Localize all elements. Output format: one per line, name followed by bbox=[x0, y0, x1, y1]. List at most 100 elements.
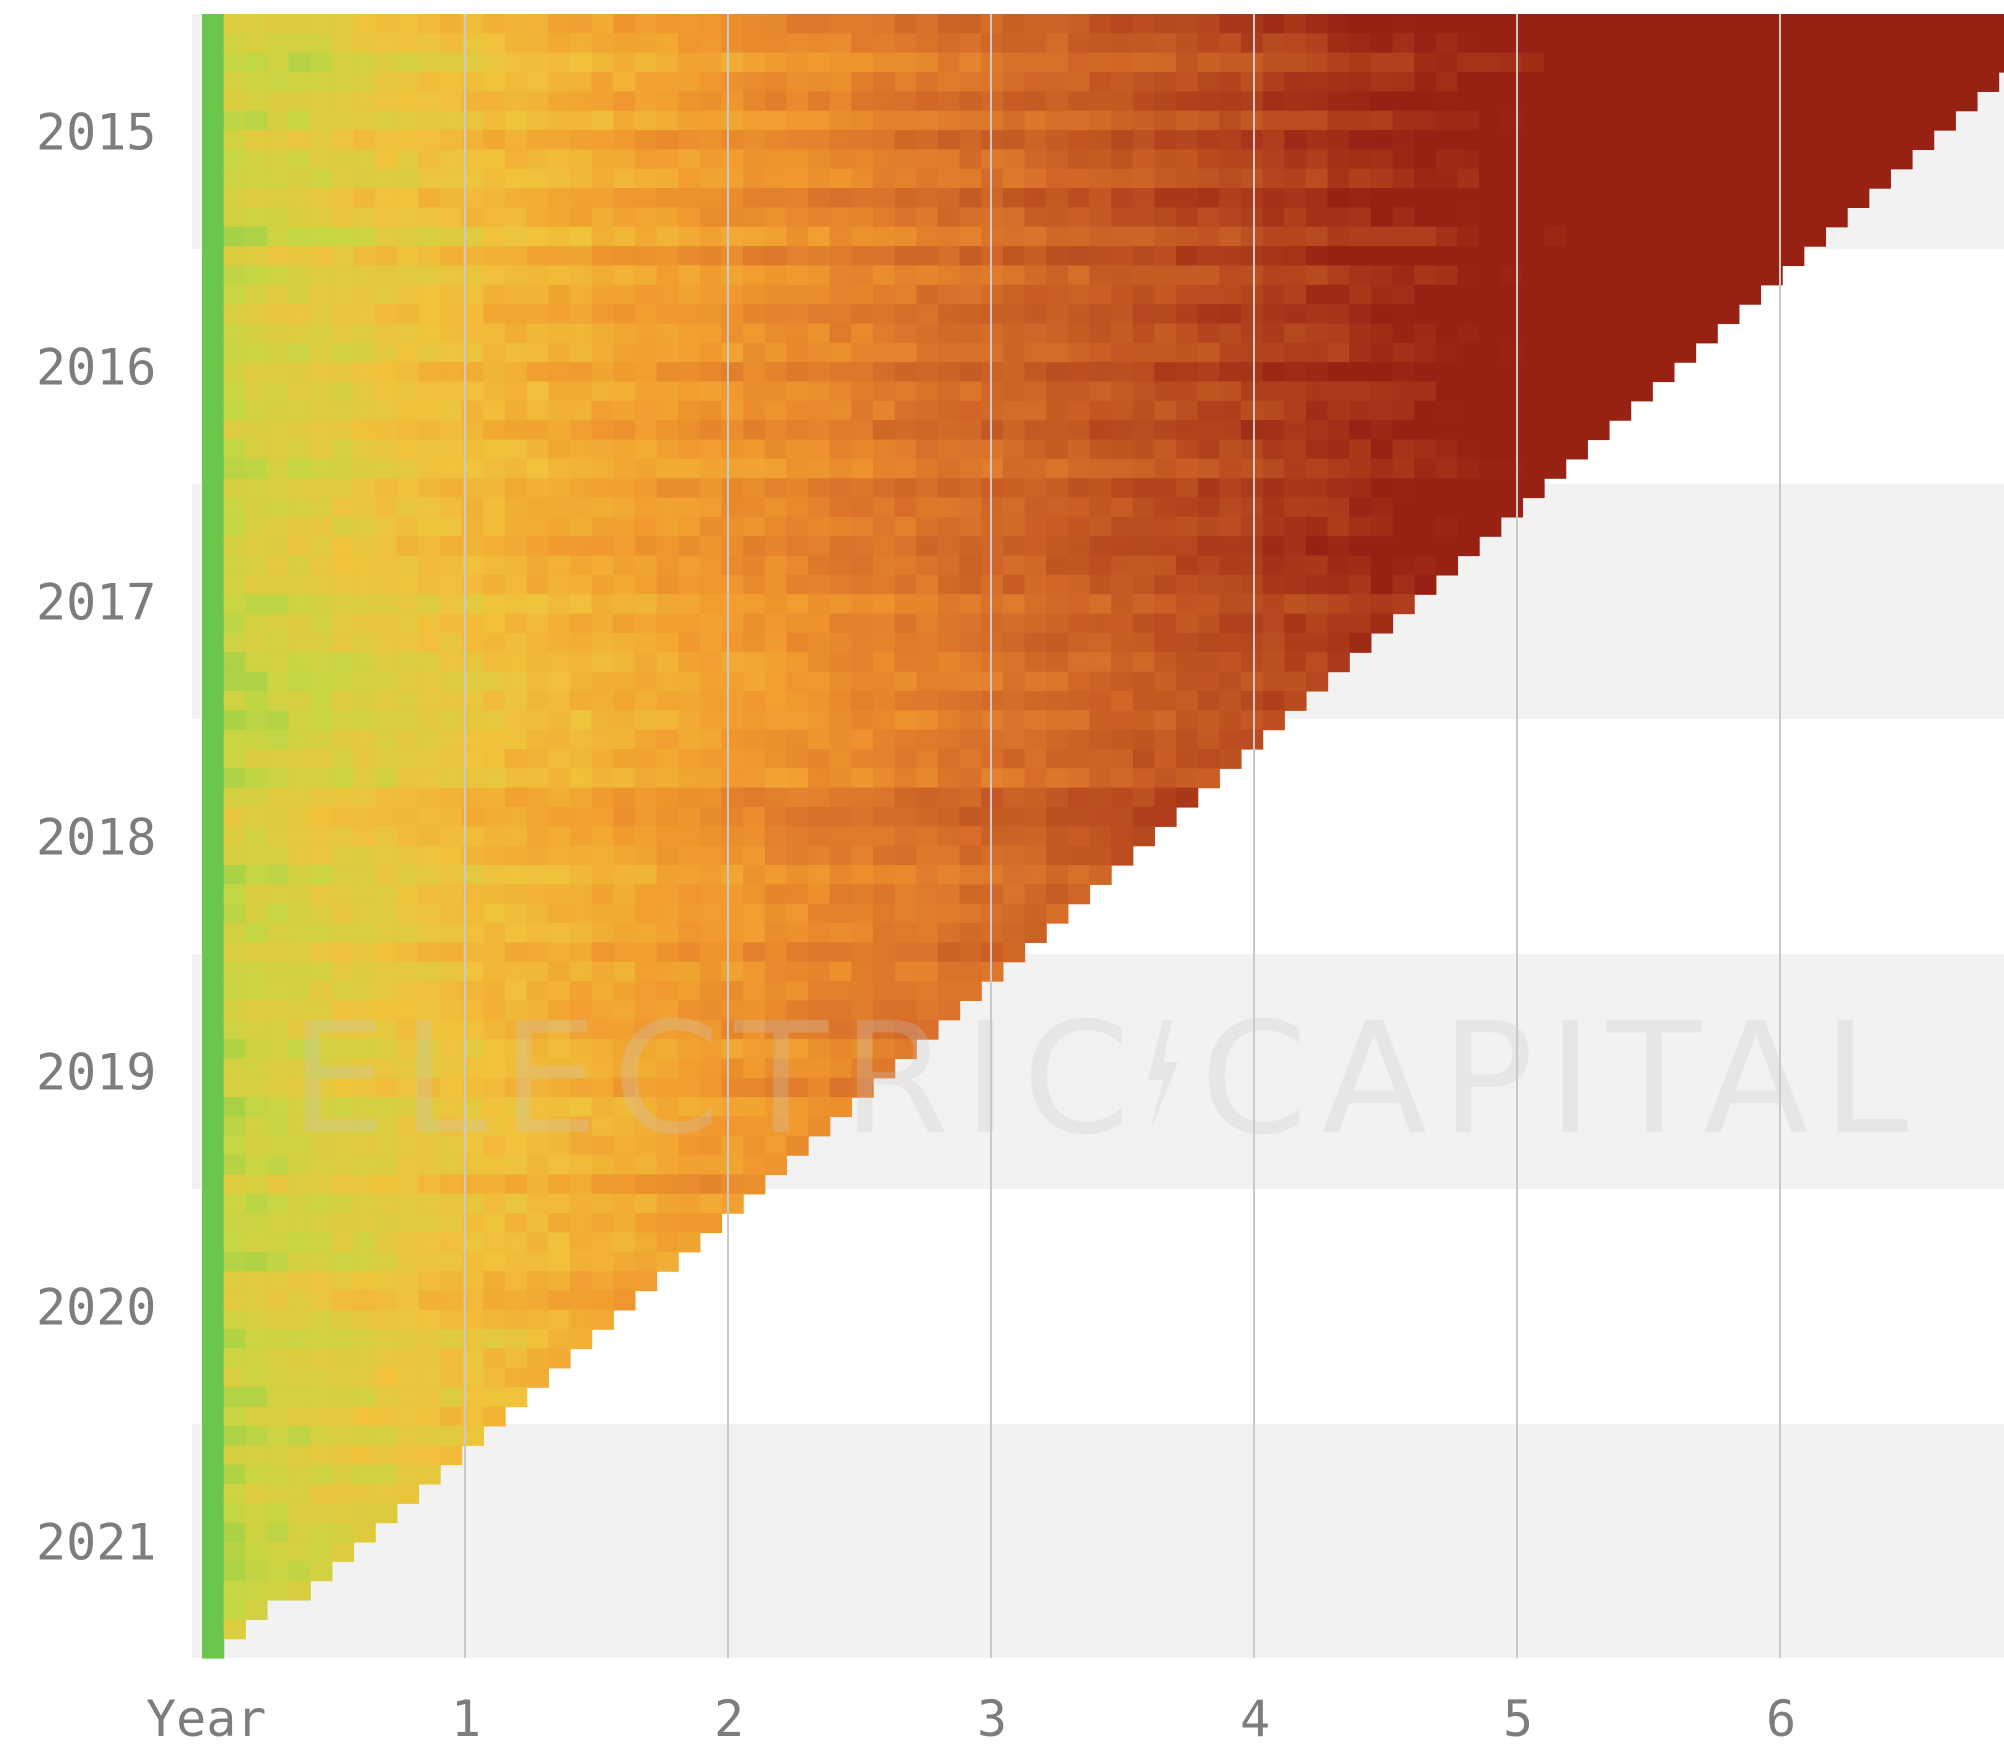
heatmap-cell bbox=[505, 207, 528, 228]
heatmap-cell bbox=[764, 1135, 788, 1156]
heatmap-cell bbox=[613, 923, 636, 943]
heatmap-cell bbox=[548, 1058, 571, 1079]
heatmap-cell bbox=[1046, 845, 1069, 866]
heatmap-cell bbox=[245, 865, 268, 885]
heatmap-cell bbox=[1132, 516, 1156, 537]
heatmap-cell bbox=[1565, 420, 1588, 441]
heatmap-cell bbox=[634, 1097, 658, 1118]
heatmap-cell bbox=[569, 1232, 593, 1253]
heatmap-cell bbox=[461, 845, 484, 866]
heatmap-cell bbox=[505, 865, 528, 885]
heatmap-cell bbox=[721, 207, 744, 228]
heatmap-cell bbox=[1219, 362, 1242, 383]
heatmap-cell bbox=[288, 1309, 311, 1330]
heatmap-cell bbox=[613, 91, 636, 112]
heatmap-cell bbox=[288, 884, 311, 905]
heatmap-cell bbox=[699, 516, 723, 537]
heatmap-cell bbox=[981, 787, 1004, 808]
heatmap-cell bbox=[548, 246, 571, 267]
heatmap-cell bbox=[505, 284, 528, 305]
heatmap-cell bbox=[1197, 420, 1220, 441]
heatmap-cell bbox=[591, 1116, 614, 1137]
heatmap-cell bbox=[418, 555, 441, 576]
heatmap-cell bbox=[223, 690, 246, 711]
heatmap-cell bbox=[851, 884, 874, 905]
heatmap-cell bbox=[483, 110, 506, 131]
heatmap-cell bbox=[1457, 284, 1480, 305]
heatmap-cell bbox=[1847, 188, 1870, 209]
heatmap-cell bbox=[1717, 246, 1740, 267]
heatmap-cell bbox=[1414, 516, 1437, 537]
heatmap-cell bbox=[526, 1193, 549, 1214]
heatmap-cell bbox=[331, 1077, 355, 1098]
heatmap-cell bbox=[1630, 226, 1653, 247]
heatmap-cell bbox=[1933, 110, 1956, 131]
heatmap-cell bbox=[873, 961, 896, 982]
heatmap-cell bbox=[375, 323, 398, 344]
heatmap-cell bbox=[375, 652, 398, 673]
heatmap-cell bbox=[959, 903, 982, 924]
heatmap-cell bbox=[634, 110, 658, 131]
heatmap-cell bbox=[937, 903, 961, 924]
heatmap-cell bbox=[288, 671, 311, 692]
heatmap-cell bbox=[569, 787, 593, 808]
heatmap-cell bbox=[1760, 72, 1783, 92]
heatmap-cell bbox=[1262, 149, 1285, 170]
heatmap-cell bbox=[1197, 594, 1220, 615]
heatmap-cell bbox=[505, 1155, 528, 1176]
heatmap-cell bbox=[829, 226, 852, 247]
heatmap-cell bbox=[331, 748, 355, 769]
heatmap-cell bbox=[1024, 207, 1047, 228]
heatmap-cell bbox=[1695, 304, 1718, 325]
heatmap-cell bbox=[202, 1213, 225, 1234]
heatmap-cell bbox=[1457, 226, 1480, 247]
heatmap-cell bbox=[613, 1193, 636, 1214]
heatmap-cell bbox=[873, 768, 896, 789]
heatmap-cell bbox=[656, 1213, 679, 1234]
heatmap-cell bbox=[894, 14, 917, 34]
heatmap-cell bbox=[1392, 14, 1415, 34]
heatmap-cell bbox=[245, 91, 268, 112]
heatmap-cell bbox=[1349, 516, 1372, 537]
heatmap-cell bbox=[1067, 865, 1091, 885]
heatmap-cell bbox=[331, 555, 355, 576]
heatmap-cell bbox=[526, 981, 549, 1001]
heatmap-cell bbox=[1522, 130, 1545, 150]
heatmap-cell bbox=[1717, 304, 1740, 325]
heatmap-cell bbox=[829, 439, 852, 460]
heatmap-cell bbox=[461, 768, 484, 789]
heatmap-cell bbox=[396, 1039, 420, 1060]
heatmap-cell bbox=[245, 516, 268, 537]
heatmap-cell bbox=[829, 632, 852, 653]
heatmap-cell bbox=[678, 1155, 701, 1176]
heatmap-cell bbox=[656, 497, 679, 518]
heatmap-cell bbox=[418, 574, 441, 595]
heatmap-cell bbox=[829, 342, 852, 363]
heatmap-cell bbox=[1219, 323, 1242, 344]
heatmap-cell bbox=[786, 923, 809, 943]
heatmap-cell bbox=[591, 1135, 614, 1156]
heatmap-cell bbox=[1392, 284, 1415, 305]
heatmap-cell bbox=[1695, 110, 1718, 131]
heatmap-cell bbox=[656, 1232, 679, 1253]
heatmap-cell bbox=[721, 884, 744, 905]
heatmap-cell bbox=[1673, 130, 1697, 150]
heatmap-cell bbox=[569, 439, 593, 460]
heatmap-cell bbox=[634, 1232, 658, 1253]
heatmap-cell bbox=[353, 439, 376, 460]
heatmap-cell bbox=[656, 188, 679, 209]
heatmap-cell bbox=[786, 284, 809, 305]
heatmap-cell bbox=[591, 903, 614, 924]
heatmap-cell bbox=[1154, 381, 1177, 402]
heatmap-cell bbox=[1717, 14, 1740, 34]
heatmap-cell bbox=[1695, 265, 1718, 286]
heatmap-cell bbox=[916, 226, 939, 247]
heatmap-cell bbox=[526, 207, 549, 228]
heatmap-cell bbox=[1803, 72, 1827, 92]
heatmap-cell bbox=[613, 168, 636, 189]
heatmap-cell bbox=[1024, 594, 1047, 615]
heatmap-cell bbox=[1197, 729, 1220, 750]
heatmap-cell bbox=[678, 1000, 701, 1021]
heatmap-cell bbox=[937, 400, 961, 421]
heatmap-cell bbox=[396, 1213, 420, 1234]
